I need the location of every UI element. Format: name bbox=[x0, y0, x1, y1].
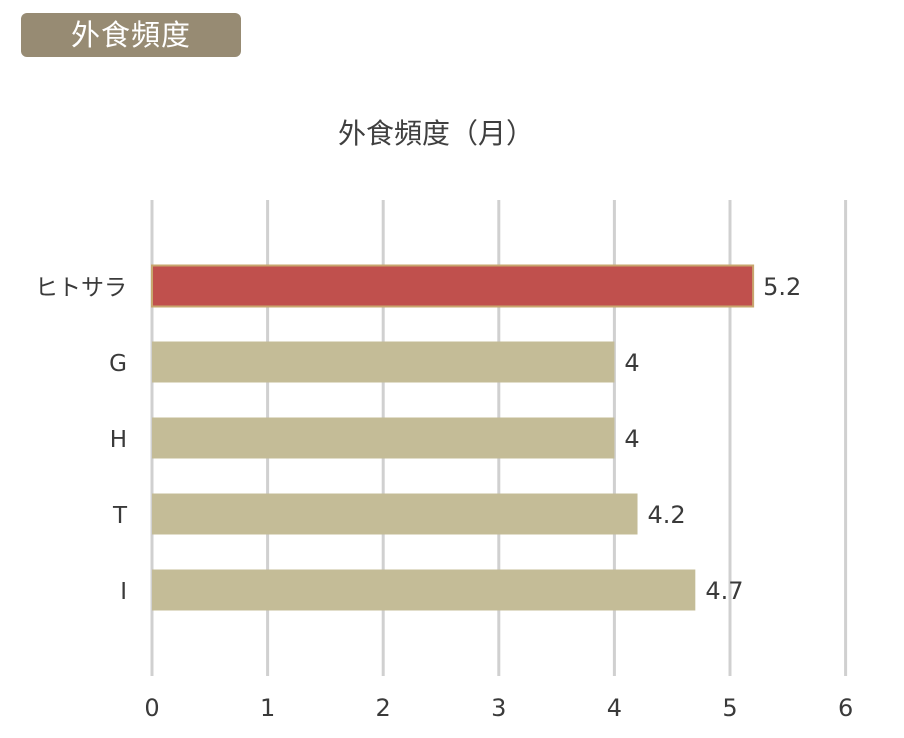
bar-4 bbox=[152, 493, 638, 535]
bar-5 bbox=[152, 569, 696, 611]
category-label-5: I bbox=[120, 579, 127, 605]
x-tick-label-5: 5 bbox=[722, 694, 737, 722]
bar-2 bbox=[152, 341, 615, 383]
data-label-4: 4.2 bbox=[648, 501, 686, 529]
labels: 0 1 2 3 4 5 6 ヒトサラ 5.2 G 4 H 4 T 4.2 I 4.7 bbox=[35, 273, 853, 722]
x-tick-label-3: 3 bbox=[491, 694, 506, 722]
data-label-3: 4 bbox=[624, 425, 639, 453]
section-badge: 外食頻度 bbox=[21, 13, 241, 57]
data-label-5: 4.7 bbox=[705, 577, 743, 605]
x-tick-label-0: 0 bbox=[144, 694, 159, 722]
category-label-2: G bbox=[109, 351, 127, 377]
bar-3 bbox=[152, 417, 615, 459]
bars bbox=[151, 264, 755, 611]
category-label-4: T bbox=[112, 503, 128, 529]
bar-1 bbox=[151, 264, 755, 308]
x-tick-label-2: 2 bbox=[376, 694, 391, 722]
chart-title: 外食頻度（月） bbox=[338, 117, 534, 150]
x-tick-label-4: 4 bbox=[607, 694, 622, 722]
data-label-2: 4 bbox=[624, 349, 639, 377]
data-label-1: 5.2 bbox=[763, 273, 801, 301]
x-tick-label-1: 1 bbox=[260, 694, 275, 722]
x-tick-label-6: 6 bbox=[838, 694, 853, 722]
category-label-1: ヒトサラ bbox=[35, 275, 127, 301]
category-label-3: H bbox=[110, 427, 127, 453]
